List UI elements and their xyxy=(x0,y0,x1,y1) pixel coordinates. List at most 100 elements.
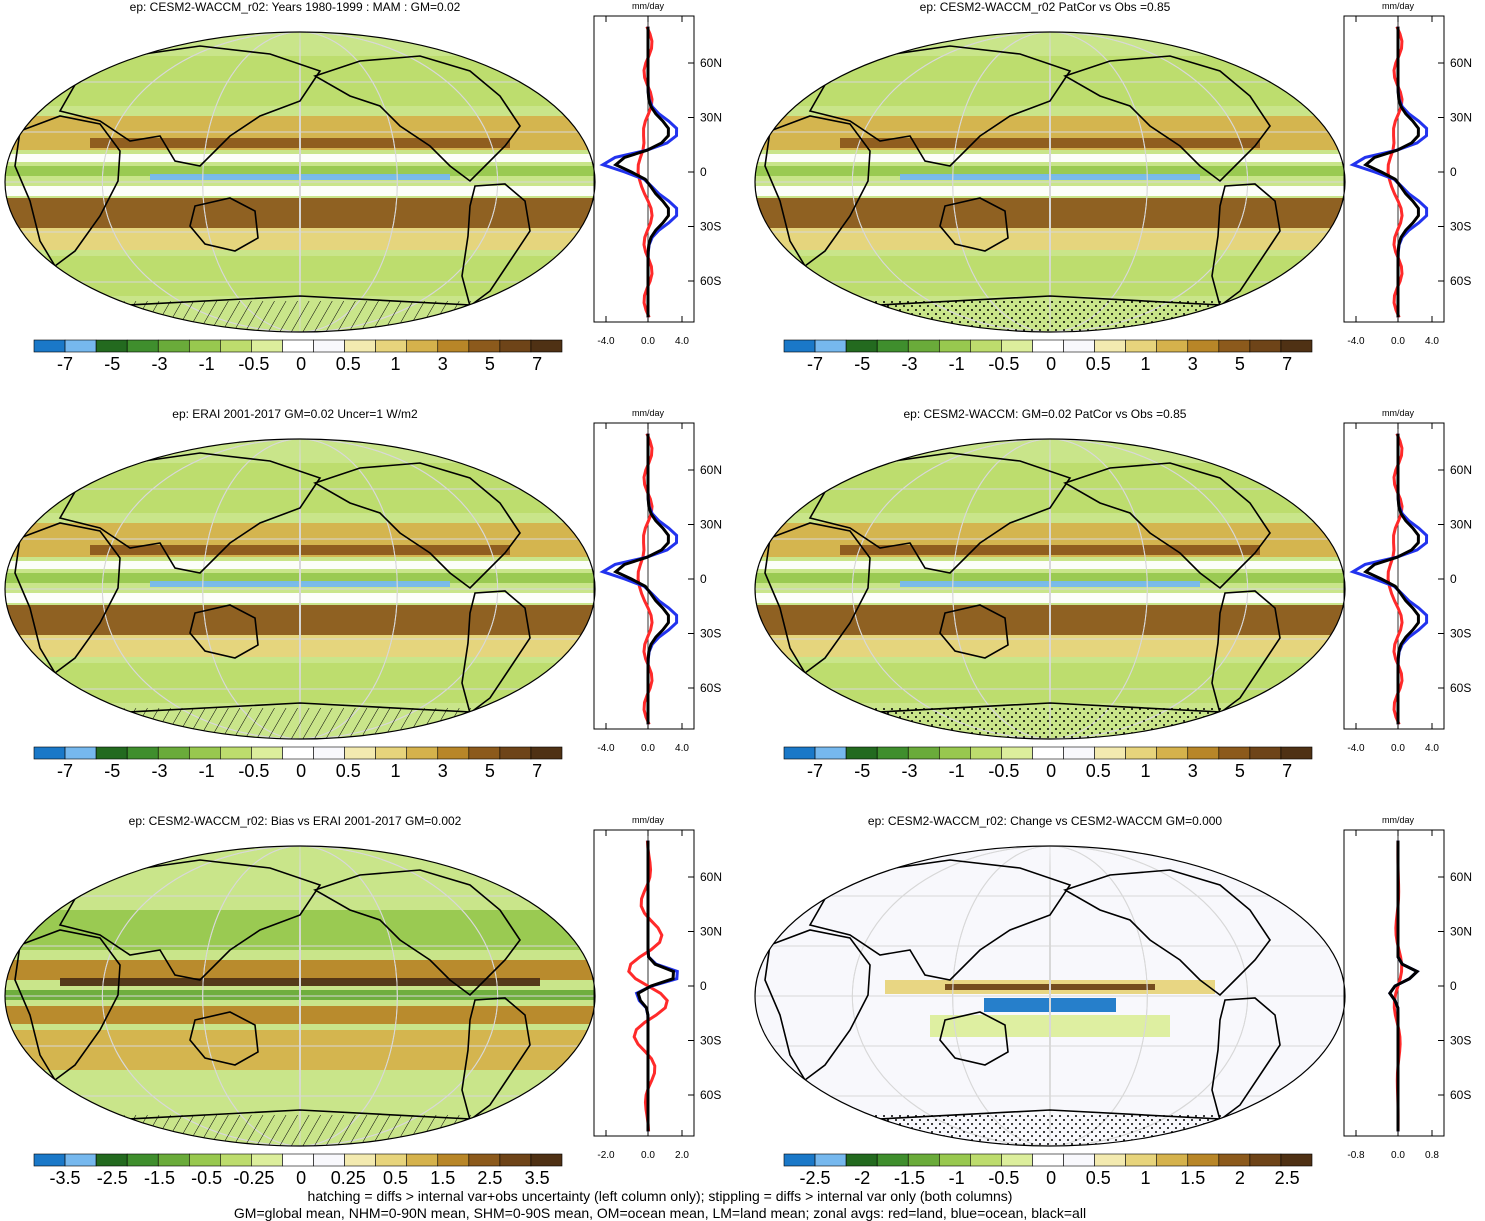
colorbar-label: -3.5 xyxy=(49,1168,81,1188)
colorbar-box xyxy=(344,1153,376,1167)
zonal-xtick: 0.0 xyxy=(641,743,655,754)
colorbar-label: -5 xyxy=(854,354,871,374)
colorbar-box xyxy=(344,339,376,353)
colorbar-box xyxy=(876,339,909,353)
colorbar-label: 0 xyxy=(296,1168,307,1188)
colorbar-box xyxy=(375,1153,408,1167)
colorbar-box xyxy=(313,339,345,353)
zonal-curve-all xyxy=(613,26,670,318)
zonal-ytick: 30S xyxy=(700,1034,721,1048)
zonal-ytick: 60S xyxy=(700,274,721,288)
panel-p1: ep: CESM2-WACCM_r02: Years 1980-1999 : M… xyxy=(0,0,740,405)
colorbar-label: 0.5 xyxy=(1085,1168,1111,1188)
colorbar-box xyxy=(126,339,159,353)
zonal-xtick: 0.8 xyxy=(1425,1150,1439,1161)
continent-south-america xyxy=(461,183,531,308)
colorbar-label: -2.5 xyxy=(96,1168,128,1188)
colorbar-label: -0.5 xyxy=(238,761,270,781)
graticule-lon xyxy=(952,846,1148,1146)
colorbar-box xyxy=(157,339,190,353)
colorbar-label: 1 xyxy=(1140,1168,1151,1188)
graticule-lon xyxy=(952,439,1148,739)
graticule-lon xyxy=(851,846,1249,1146)
map-plot xyxy=(754,31,1346,333)
zonal-ytick: 30N xyxy=(700,517,722,531)
colorbar-box xyxy=(814,746,847,760)
continent-north-america xyxy=(313,55,521,183)
colorbar-label: 5 xyxy=(1234,354,1245,374)
continent-africa xyxy=(14,115,121,268)
colorbar xyxy=(783,746,1313,760)
zonal-curve-ocean xyxy=(634,840,679,1132)
continent-australia xyxy=(189,604,259,659)
zonal-ytick: 30N xyxy=(1450,517,1472,531)
graticule-lon xyxy=(101,32,499,332)
map-plot xyxy=(4,845,596,1147)
zonal-ytick: 60S xyxy=(1450,681,1471,695)
colorbar-label: -3 xyxy=(151,761,168,781)
graticule-lon xyxy=(202,439,398,739)
colorbar-box xyxy=(907,339,940,353)
continent-north-america xyxy=(1063,462,1271,590)
colorbar-box xyxy=(282,746,314,760)
zonal-ytick: 0 xyxy=(700,979,707,993)
colorbar-box xyxy=(468,1153,501,1167)
colorbar-label: 7 xyxy=(532,354,543,374)
colorbar-box xyxy=(33,746,66,760)
graticule-lon xyxy=(952,32,1148,332)
continent-south-america xyxy=(1211,590,1281,715)
zonal-curve-ocean xyxy=(1349,26,1429,318)
colorbar-label: 7 xyxy=(532,761,543,781)
colorbar-box xyxy=(970,1153,1002,1167)
continent-eurasia xyxy=(58,859,322,981)
graticule-lon xyxy=(1049,846,1051,1146)
colorbar-box xyxy=(251,746,283,760)
zonal-curve-ocean xyxy=(599,433,679,725)
zonal-xtick: 0.0 xyxy=(1391,743,1405,754)
colorbar-box xyxy=(1125,339,1158,353)
colorbar-box xyxy=(251,1153,283,1167)
map-border xyxy=(754,31,1346,333)
colorbar-box xyxy=(437,1153,470,1167)
colorbar-box xyxy=(814,339,847,353)
colorbar-label: 0.5 xyxy=(1085,761,1111,781)
continent-eurasia xyxy=(808,45,1072,167)
zonal-unit: mm/day xyxy=(632,408,665,418)
colorbar-box xyxy=(157,746,190,760)
zonal-frame xyxy=(593,15,695,323)
colorbar-box xyxy=(406,746,439,760)
colorbar-label: 7 xyxy=(1282,761,1293,781)
continent-eurasia xyxy=(58,45,322,167)
colorbar-box xyxy=(95,746,128,760)
colorbar-box xyxy=(1063,746,1095,760)
colorbar-label: -7 xyxy=(57,354,74,374)
colorbar xyxy=(33,746,563,760)
zonal-ytick: 60N xyxy=(700,56,722,70)
panel-p6: ep: CESM2-WACCM_r02: Change vs CESM2-WAC… xyxy=(750,814,1485,1219)
zonal-xtick: 0.0 xyxy=(641,336,655,347)
colorbar-box xyxy=(468,746,501,760)
zonal-ytick: 60N xyxy=(1450,870,1472,884)
graticule-lon xyxy=(851,439,1249,739)
colorbar-box xyxy=(530,746,563,760)
colorbar-box xyxy=(95,339,128,353)
colorbar-box xyxy=(970,746,1002,760)
colorbar-labels: -7 -5 -3 -1 -0.5 0 0.5 1 3 5 7 xyxy=(784,354,1312,378)
colorbar-label: 3 xyxy=(1187,354,1198,374)
graticule-lon xyxy=(299,846,301,1146)
colorbar-labels: -7 -5 -3 -1 -0.5 0 0.5 1 3 5 7 xyxy=(784,761,1312,785)
zonal-xtick: 0.0 xyxy=(1391,1150,1405,1161)
colorbar-label: 1 xyxy=(1140,761,1151,781)
colorbar-box xyxy=(188,746,221,760)
colorbar-box xyxy=(1187,339,1220,353)
colorbar-box xyxy=(1280,1153,1313,1167)
zonal-curve-land xyxy=(1386,433,1404,725)
continent-north-america xyxy=(313,869,521,997)
zonal-xtick: -4.0 xyxy=(597,743,615,754)
zonal-xtick: 0.0 xyxy=(1391,336,1405,347)
zonal-ytick: 30N xyxy=(1450,924,1472,938)
zonal-curve-all xyxy=(613,433,670,725)
colorbar-label: -2.5 xyxy=(799,1168,831,1188)
colorbar-box xyxy=(845,339,878,353)
continent-eurasia xyxy=(58,452,322,574)
